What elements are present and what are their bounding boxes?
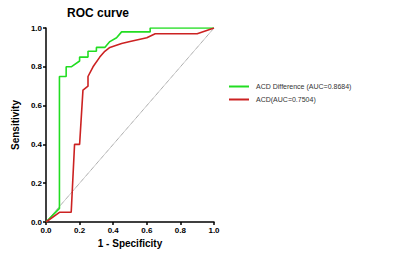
svg-text:0.8: 0.8 — [31, 62, 43, 71]
svg-text:0.2: 0.2 — [31, 179, 43, 188]
svg-text:1.0: 1.0 — [31, 24, 43, 33]
svg-text:0.6: 0.6 — [141, 226, 153, 235]
svg-text:1.0: 1.0 — [208, 226, 220, 235]
svg-text:0.8: 0.8 — [175, 226, 187, 235]
svg-text:0.0: 0.0 — [40, 226, 52, 235]
svg-text:0.6: 0.6 — [31, 101, 43, 110]
svg-text:0.4: 0.4 — [31, 140, 43, 149]
svg-text:0.2: 0.2 — [74, 226, 86, 235]
svg-text:1 - Specificity: 1 - Specificity — [98, 238, 163, 249]
svg-text:Sensitivity: Sensitivity — [10, 100, 21, 150]
svg-text:ROC curve: ROC curve — [67, 6, 129, 20]
svg-text:ACD(AUC=0.7504): ACD(AUC=0.7504) — [256, 96, 316, 104]
svg-text:ACD Difference (AUC=0.8684): ACD Difference (AUC=0.8684) — [256, 83, 351, 91]
svg-text:0.0: 0.0 — [30, 217, 42, 227]
svg-text:0.4: 0.4 — [108, 226, 120, 235]
